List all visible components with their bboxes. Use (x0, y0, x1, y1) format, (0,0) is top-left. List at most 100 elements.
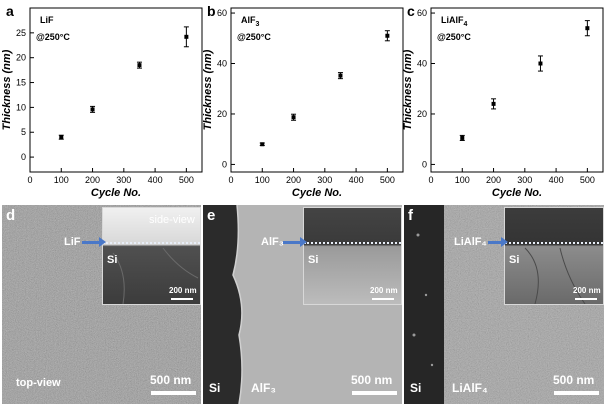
scale-label-d: 500 nm (150, 373, 192, 387)
chart-a-xtick-label: 500 (179, 175, 194, 185)
chart-c-xtick-label: 300 (517, 175, 532, 185)
inset-scale-label-d: 200 nm (169, 286, 197, 295)
chart-c-xtick-label: 200 (486, 175, 501, 185)
chart-b-xtick-label: 100 (255, 175, 270, 185)
film-arrow-f (488, 237, 508, 247)
sem-panel-e: e Si 200 nm AlF₃ Si AlF₃ 500 nm (203, 205, 402, 404)
film-layer-f (505, 242, 603, 245)
chart-c-letter: c (407, 3, 415, 19)
chart-c-point (491, 101, 496, 106)
chart-c-point (538, 61, 543, 66)
chart-c-xtick-label: 0 (428, 175, 433, 185)
chart-c-xlabel: Cycle No. (492, 187, 542, 199)
chart-a-xlabel: Cycle No. (91, 187, 141, 199)
chart-b-point (291, 115, 296, 120)
chart-c-frame (430, 7, 604, 173)
film-layer-e (304, 242, 401, 245)
chart-a-material-label: LiF (40, 15, 54, 25)
film-arrow-d (82, 237, 106, 247)
chart-a-point (137, 63, 142, 68)
chart-b-material-label: AlF3 (241, 15, 260, 28)
chart-a-ytick-label: 15 (16, 78, 26, 88)
chart-c-material-subscript: 4 (464, 21, 468, 28)
chart-c-condition: @250°C (437, 32, 471, 42)
inset-scale-label-e: 200 nm (370, 286, 398, 295)
chart-b-ytick-label: 20 (217, 109, 227, 119)
inset-scalebar-e (372, 298, 394, 300)
chart-b-frame (230, 7, 404, 173)
chart-c-ylabel: Thickness (nm) (402, 49, 414, 130)
scale-label-e: 500 nm (351, 373, 393, 387)
chart-b-xtick-label: 500 (380, 175, 395, 185)
inset-si-label-e: Si (308, 254, 319, 266)
chart-b-xlabel: Cycle No. (292, 187, 342, 199)
panel-letter-f: f (408, 207, 413, 224)
scale-label-f: 500 nm (553, 373, 595, 387)
inset-si-label-f: Si (509, 254, 520, 266)
scalebar-f (554, 391, 599, 395)
film-label-d: LiF (64, 236, 81, 248)
inset-title-d: side-view (149, 214, 195, 226)
chart-a-xtick-label: 0 (27, 175, 32, 185)
chart-b-point (338, 73, 343, 78)
chart-c-point (460, 135, 465, 140)
inset-scale-label-f: 200 nm (573, 286, 601, 295)
chart-a-point (90, 107, 95, 112)
chart-b-point (385, 33, 390, 38)
chart-a-ytick-label: 0 (21, 152, 26, 162)
view-label-d: top-view (16, 377, 61, 389)
chart-b-xtick-label: 0 (228, 175, 233, 185)
inset-scalebar-d (171, 298, 193, 300)
inset-cross-section-e (304, 208, 401, 304)
chart-a-xtick-label: 200 (85, 175, 100, 185)
chart-b-condition: @250°C (237, 32, 271, 42)
chart-c-xtick-label: 400 (549, 175, 564, 185)
chart-b-material-subscript: 3 (256, 21, 260, 28)
film-arrow-e (283, 237, 307, 247)
chart-c-ytick-label: 60 (417, 8, 427, 18)
chart-b-xtick-label: 300 (317, 175, 332, 185)
chart-a-frame (29, 7, 203, 173)
panel-letter-d: d (6, 207, 16, 224)
chart-b-ylabel: Thickness (nm) (202, 49, 214, 130)
chart-c-material-label: LiAlF4 (441, 15, 468, 28)
panel-letter-e: e (207, 207, 216, 224)
chart-a-letter: a (6, 3, 14, 19)
chart-c-ytick-label: 20 (417, 109, 427, 119)
film-layer-d (103, 242, 200, 245)
sem-inset-f: Si 200 nm (504, 207, 604, 305)
chart-c-ytick-label: 0 (422, 159, 427, 169)
chart-a-xtick-label: 100 (54, 175, 69, 185)
chart-c-ytick-label: 40 (417, 59, 427, 69)
si-label-e: Si (209, 381, 221, 395)
chart-b-material-name: AlF (241, 15, 256, 25)
scalebar-e (352, 391, 397, 395)
inset-cross-section-d (103, 208, 200, 304)
chart-c-xtick-label: 500 (580, 175, 595, 185)
material-label-e: AlF₃ (251, 381, 276, 395)
chart-a-xtick-label: 300 (116, 175, 131, 185)
sem-inset-e: Si 200 nm (303, 207, 402, 305)
chart-a-condition: @250°C (36, 32, 70, 42)
chart-a-ytick-label: 10 (16, 102, 26, 112)
chart-a-ylabel: Thickness (nm) (1, 49, 13, 130)
inset-scalebar-f (575, 298, 597, 300)
chart-b-xtick-label: 400 (349, 175, 364, 185)
sem-inset-d: side-view Si 200 nm (102, 207, 201, 305)
chart-b-ytick-label: 40 (217, 59, 227, 69)
si-label-f: Si (410, 381, 422, 395)
chart-c-material-name: LiAlF (441, 15, 464, 25)
chart-a-ytick-label: 20 (16, 53, 26, 63)
chart-c-xtick-label: 100 (455, 175, 470, 185)
inset-si-label-d: Si (107, 254, 118, 266)
chart-b-ytick-label: 0 (222, 159, 227, 169)
chart-a-ytick-label: 25 (16, 28, 26, 38)
chart-a-point (184, 34, 189, 39)
film-label-f: LiAlF₄ (454, 236, 487, 248)
chart-b-xtick-label: 200 (286, 175, 301, 185)
chart-a-point (59, 135, 64, 140)
chart-b-ytick-label: 60 (217, 8, 227, 18)
chart-b-point (260, 142, 265, 147)
material-label-f: LiAlF₄ (452, 381, 488, 395)
